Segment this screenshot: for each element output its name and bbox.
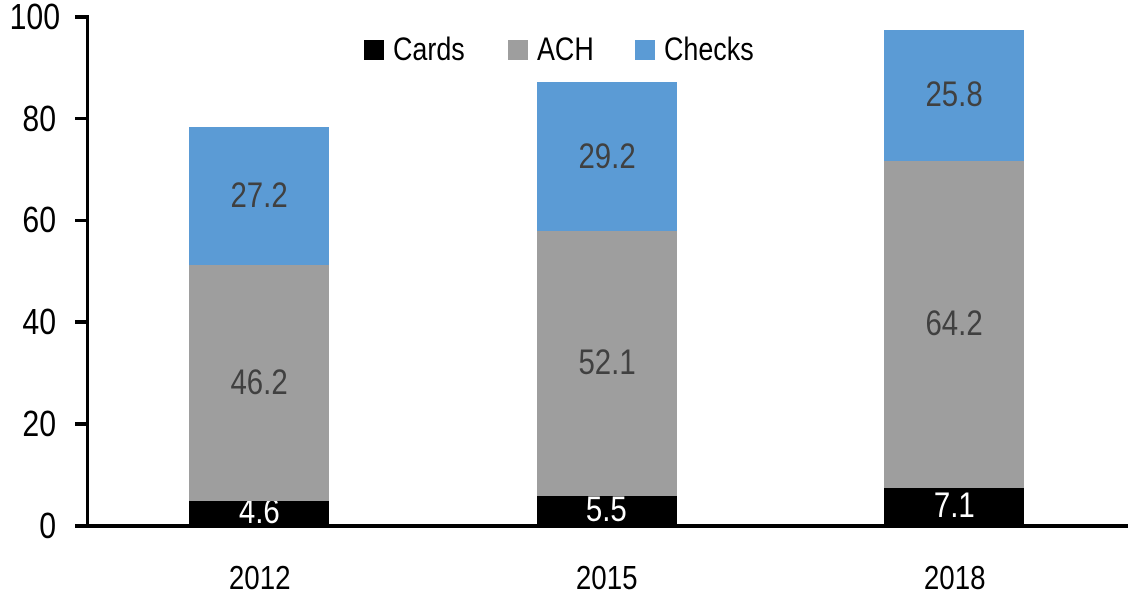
- legend-swatch-checks-icon: [634, 39, 655, 60]
- y-axis-tick-label: 20: [0, 402, 56, 444]
- y-axis-tick: [74, 218, 89, 223]
- y-axis-tick: [74, 422, 89, 426]
- legend-item-ach: ACH: [508, 31, 605, 68]
- y-axis-tick-label: 40: [0, 302, 56, 342]
- y-axis-tick: [74, 320, 89, 324]
- y-axis-tick-value: 100: [9, 0, 61, 37]
- y-axis-tick: [74, 524, 89, 528]
- x-axis-category-label: 2015: [497, 556, 717, 599]
- y-axis-tick-label: 60: [0, 200, 56, 240]
- x-axis-category-label: 2012: [149, 556, 369, 599]
- y-axis-tick-label: 100: [0, 0, 60, 37]
- legend-label: ACH: [537, 31, 594, 67]
- y-axis-tick-value: 80: [22, 97, 56, 139]
- y-axis-tick-value: 60: [22, 199, 56, 241]
- bar-segment-ach-2018: [884, 161, 1025, 488]
- x-axis-category-text: 2018: [923, 559, 986, 596]
- y-axis-line: [85, 15, 89, 528]
- y-axis-tick-value: 40: [22, 301, 56, 343]
- y-axis-tick-value: 0: [39, 504, 56, 546]
- legend-item-checks: Checks: [634, 31, 771, 68]
- bar-segment-checks-2015: [536, 82, 677, 231]
- x-axis-line: [74, 524, 1128, 528]
- legend-swatch-ach-icon: [508, 39, 529, 60]
- bar-segment-ach-2015: [536, 230, 677, 496]
- legend-item-cards: Cards: [363, 31, 478, 68]
- legend: Cards ACH Checks: [0, 31, 1134, 68]
- bar-segment-checks-2012: [189, 126, 330, 266]
- y-axis-tick: [74, 116, 89, 121]
- bar-segment-cards-2018: [884, 487, 1025, 524]
- bar-segment-ach-2012: [189, 265, 330, 501]
- x-axis-category-text: 2015: [575, 559, 638, 596]
- legend-label: Checks: [663, 31, 754, 67]
- y-axis-tick-label: 80: [0, 97, 56, 139]
- y-axis-tick-value: 20: [22, 402, 56, 444]
- legend-swatch-cards-icon: [363, 39, 384, 60]
- y-axis-tick: [74, 15, 89, 19]
- x-axis-category-label: 2018: [844, 556, 1064, 599]
- bar-segment-cards-2015: [536, 496, 677, 524]
- x-axis-category-text: 2012: [228, 559, 291, 596]
- bar-segment-cards-2012: [189, 500, 330, 524]
- legend-label: Cards: [392, 31, 465, 67]
- bar-segment-checks-2018: [884, 29, 1025, 162]
- y-axis-tick-label: 0: [0, 504, 56, 546]
